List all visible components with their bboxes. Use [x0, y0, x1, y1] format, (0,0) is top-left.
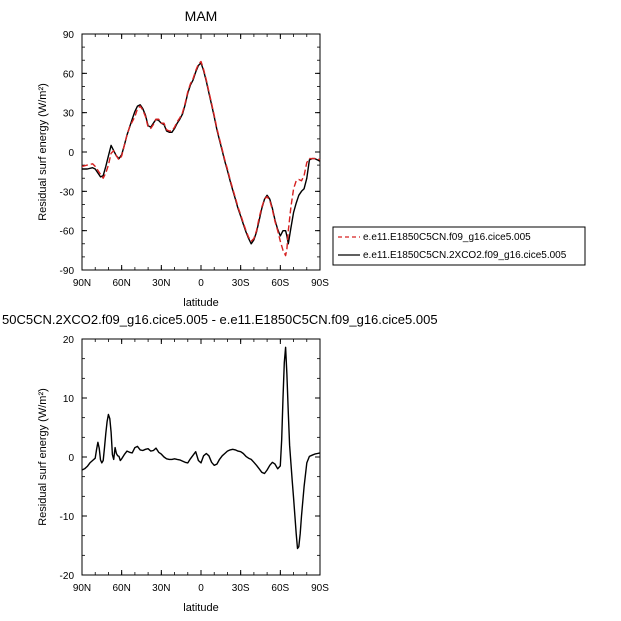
bottom-chart-x-axis-label: latitude — [183, 602, 218, 614]
bottom-chart-x-tick-label: 60N — [112, 583, 130, 594]
bottom-chart-y-tick-label: 20 — [63, 335, 75, 346]
top-chart-plot-frame — [81, 33, 321, 271]
top-chart-series-line-0 — [81, 60, 321, 257]
top-chart-y-tick-label: 90 — [63, 30, 75, 41]
top-line-chart: MAM 90N 60N 30N 0 30S 60S 90S9060300-30-60-90 … — [37, 8, 329, 309]
bottom-chart-x-tick-label: 90S — [311, 583, 329, 594]
bottom-chart-y-tick-label: 10 — [63, 394, 75, 405]
top-chart-x-tick-label: 0 — [198, 278, 204, 289]
top-chart-y-tick-label: -60 — [60, 227, 75, 238]
bottom-chart-y-tick-label: 0 — [68, 453, 74, 464]
top-chart-y-tick-label: 30 — [63, 109, 75, 120]
bottom-chart-title: 50C5CN.2XCO2.f09_g16.cice5.005 - e.e11.E… — [2, 312, 438, 327]
top-chart-x-tick-label: 90S — [311, 278, 329, 289]
top-chart-x-tick-label: 30S — [232, 278, 250, 289]
bottom-chart-series-line-0 — [81, 346, 321, 550]
top-chart-series-line-1 — [82, 62, 321, 245]
bottom-chart-y-tick-label: -10 — [60, 512, 75, 523]
bottom-chart-x-tick-label: 30N — [152, 583, 170, 594]
top-chart-y-tick-label: -90 — [60, 266, 75, 277]
top-chart-y-tick-label: 0 — [68, 148, 74, 159]
legend: e.e11.E1850C5CN.f09_g16.cice5.005 e.e11.… — [332, 226, 586, 266]
bottom-line-chart: 50C5CN.2XCO2.f09_g16.cice5.005 - e.e11.E… — [2, 312, 438, 614]
top-chart-y-axis-label: Residual surf energy (W/m²) — [37, 83, 49, 221]
legend-frame — [332, 226, 586, 266]
top-chart-x-tick-label: 30N — [152, 278, 170, 289]
top-chart-x-axis-label: latitude — [183, 297, 218, 309]
top-chart-ticks: 90N 60N 30N 0 30S 60S 90S 90 60 30 0 -30 -60 -90 — [60, 30, 330, 289]
bottom-chart-y-tick-label: -20 — [60, 571, 75, 582]
bottom-chart-ticks: 90N 60N 30N 0 30S 60S 90S 20 10 0 -10 -20 — [60, 335, 330, 594]
bottom-chart-x-tick-label: 0 — [198, 583, 204, 594]
legend-label-2xco2: e.e11.E1850C5CN.2XCO2.f09_g16.cice5.005 — [363, 250, 567, 261]
bottom-chart-x-tick-label: 90N — [73, 583, 91, 594]
top-chart-series — [81, 60, 321, 257]
top-chart-x-tick-label: 60N — [112, 278, 130, 289]
bottom-chart-series — [81, 346, 321, 550]
top-chart-x-tick-label: 60S — [271, 278, 289, 289]
top-chart-title: MAM — [185, 8, 218, 24]
bottom-chart-x-tick-label: 30S — [232, 583, 250, 594]
top-chart-y-tick-label: 60 — [63, 69, 75, 80]
bottom-chart-x-tick-label: 60S — [271, 583, 289, 594]
top-chart-x-tick-label: 90N — [73, 278, 91, 289]
legend-label-control: e.e11.E1850C5CN.f09_g16.cice5.005 — [363, 232, 531, 243]
bottom-chart-y-axis-label: Residual surf energy (W/m²) — [37, 388, 49, 526]
top-chart-y-tick-label: -30 — [60, 187, 75, 198]
